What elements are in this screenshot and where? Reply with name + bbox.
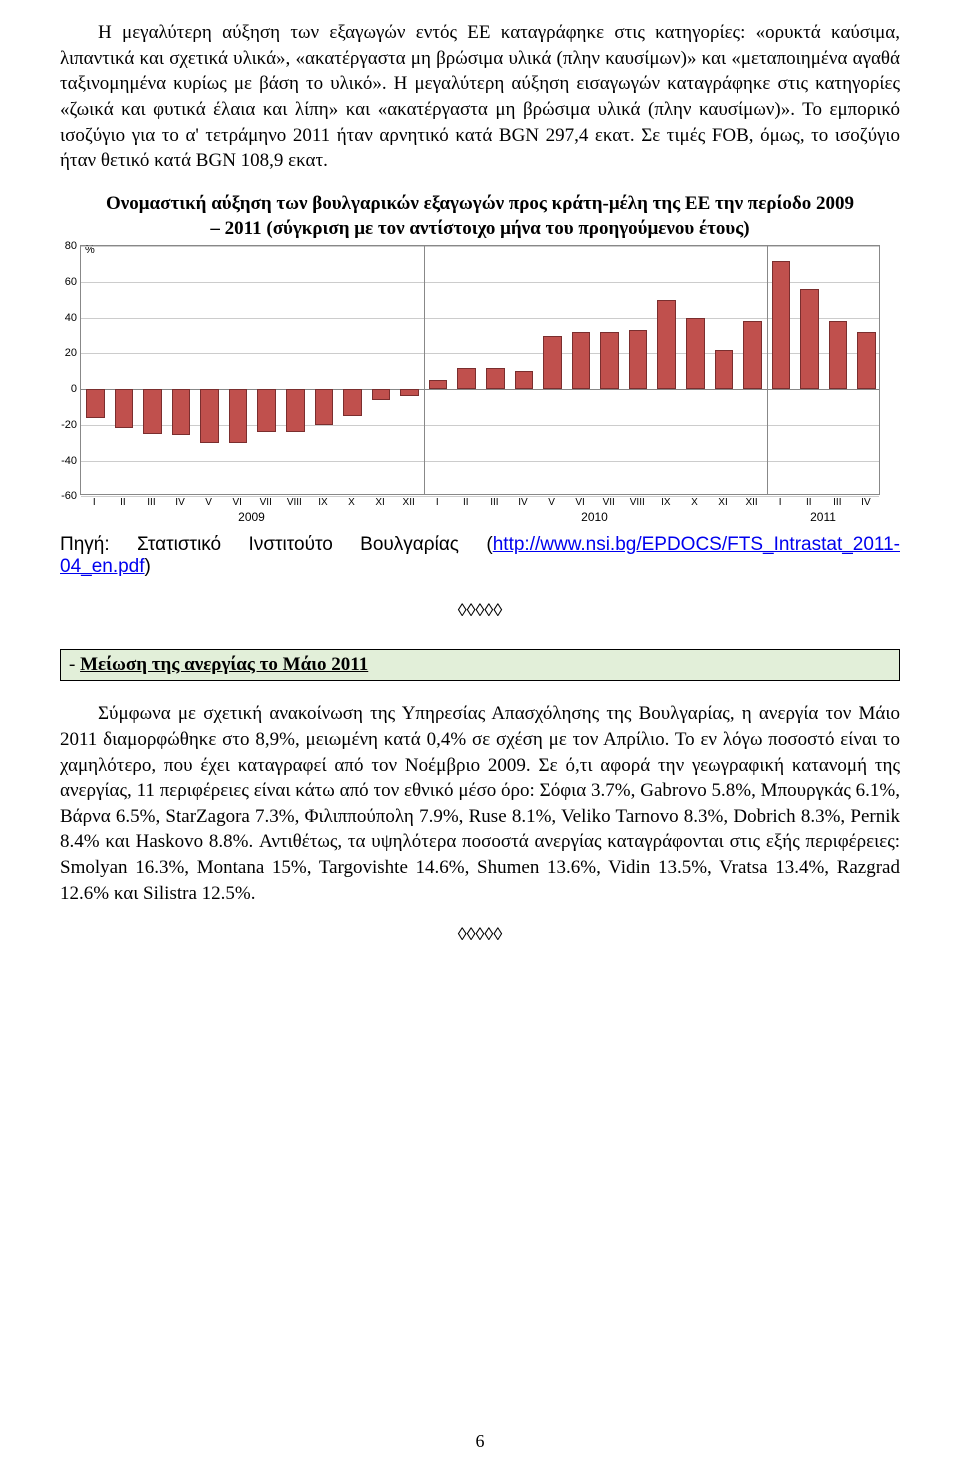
bar <box>857 332 876 389</box>
section-title: Μείωση της ανεργίας το Μάιο 2011 <box>80 654 368 675</box>
bar <box>343 389 362 416</box>
x-tick-label: II <box>109 497 138 508</box>
year-label: 2010 <box>423 510 766 524</box>
x-tick-label: VII <box>594 497 623 508</box>
section-header-unemployment: - Μείωση της ανεργίας το Μάιο 2011 <box>60 649 900 681</box>
x-tick-label: XII <box>737 497 766 508</box>
y-tick-label: 40 <box>53 312 77 324</box>
year-labels: 200920102011 <box>80 510 880 524</box>
bar <box>829 321 848 389</box>
year-separator <box>424 246 425 494</box>
bar <box>286 389 305 432</box>
grid-line <box>81 246 879 247</box>
x-tick-label: XII <box>394 497 423 508</box>
x-tick-label: VI <box>223 497 252 508</box>
chart-plot: % -60-40-20020406080 <box>80 245 880 495</box>
y-tick-label: 80 <box>53 240 77 252</box>
divider: ◊◊◊◊◊ <box>60 600 900 621</box>
year-separator <box>767 246 768 494</box>
bar <box>429 380 448 389</box>
paragraph-2: Σύμφωνα με σχετική ανακοίνωση της Υπηρεσ… <box>60 701 900 906</box>
x-tick-label: IV <box>852 497 881 508</box>
bar <box>515 371 534 389</box>
x-tick-label: II <box>452 497 481 508</box>
y-tick-label: 0 <box>53 383 77 395</box>
x-tick-label: II <box>794 497 823 508</box>
source-prefix: Πηγή: Στατιστικό Ινστιτούτο Βουλγαρίας ( <box>60 534 493 555</box>
x-tick-label: X <box>337 497 366 508</box>
x-tick-label: I <box>766 497 795 508</box>
y-tick-label: -60 <box>53 490 77 502</box>
grid-line <box>81 282 879 283</box>
x-tick-label: IV <box>509 497 538 508</box>
grid-line <box>81 461 879 462</box>
x-tick-label: IX <box>309 497 338 508</box>
paragraph-1: Η μεγαλύτερη αύξηση των εξαγωγών εντός Ε… <box>60 20 900 174</box>
bar <box>315 389 334 425</box>
bar <box>172 389 191 435</box>
x-tick-label: XI <box>709 497 738 508</box>
chart-source: Πηγή: Στατιστικό Ινστιτούτο Βουλγαρίας (… <box>60 534 900 578</box>
chart-area: % -60-40-20020406080 IIIIIIIVVVIVIIVIIII… <box>80 245 880 524</box>
y-tick-label: 60 <box>53 276 77 288</box>
x-tick-label: VIII <box>623 497 652 508</box>
bar <box>800 289 819 389</box>
grid-line <box>81 496 879 497</box>
bar <box>686 318 705 389</box>
bar <box>229 389 248 443</box>
source-suffix: ) <box>145 556 151 577</box>
bar <box>543 336 562 390</box>
y-tick-label: -20 <box>53 419 77 431</box>
y-tick-label: 20 <box>53 347 77 359</box>
chart-title: Ονομαστική αύξηση των βουλγαρικών εξαγωγ… <box>100 192 860 241</box>
x-tick-label: IX <box>652 497 681 508</box>
bar <box>372 389 391 400</box>
x-tick-label: V <box>537 497 566 508</box>
divider-2: ◊◊◊◊◊ <box>60 924 900 945</box>
bar <box>572 332 591 389</box>
x-tick-label: VII <box>251 497 280 508</box>
bar <box>257 389 276 432</box>
x-tick-label: VIII <box>280 497 309 508</box>
page-number: 6 <box>0 1431 960 1452</box>
x-tick-label: I <box>80 497 109 508</box>
bar <box>629 330 648 389</box>
x-tick-label: X <box>680 497 709 508</box>
bar <box>743 321 762 389</box>
bar <box>486 368 505 389</box>
bar <box>86 389 105 418</box>
grid-line <box>81 318 879 319</box>
bar <box>715 350 734 389</box>
bar <box>143 389 162 434</box>
bar <box>400 389 419 396</box>
x-tick-label: V <box>194 497 223 508</box>
bar <box>457 368 476 389</box>
year-label: 2009 <box>80 510 423 524</box>
y-tick-label: -40 <box>53 455 77 467</box>
x-axis-labels: IIIIIIIVVVIVIIVIIIIXXXIXIIIIIIIIIVVVIVII… <box>80 497 880 508</box>
x-tick-label: VI <box>566 497 595 508</box>
bar <box>772 261 791 390</box>
bar <box>200 389 219 443</box>
x-tick-label: III <box>480 497 509 508</box>
x-tick-label: XI <box>366 497 395 508</box>
bar <box>657 300 676 389</box>
x-tick-label: III <box>137 497 166 508</box>
bar <box>115 389 134 428</box>
x-tick-label: I <box>423 497 452 508</box>
year-label: 2011 <box>766 510 880 524</box>
x-tick-label: IV <box>166 497 195 508</box>
section-dash: - <box>69 654 80 675</box>
x-tick-label: III <box>823 497 852 508</box>
bar <box>600 332 619 389</box>
